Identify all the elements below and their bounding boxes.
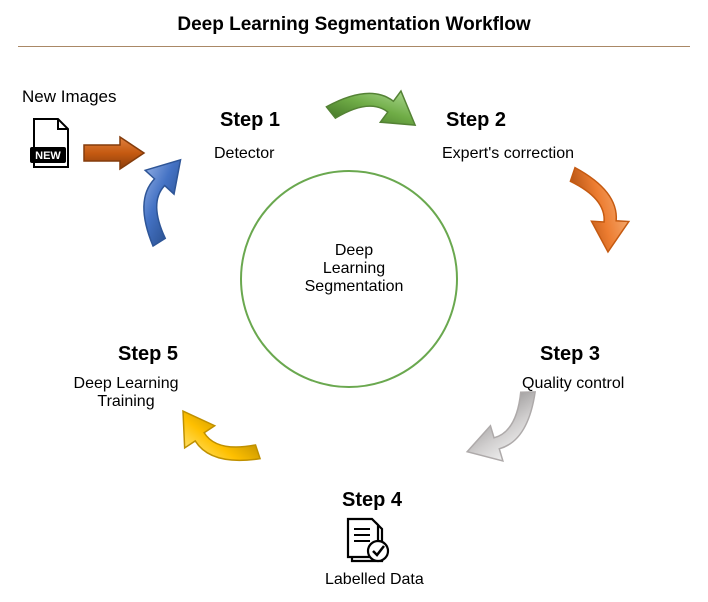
arrow-1-2-icon bbox=[315, 63, 430, 155]
step-5-sub: Deep Learning Training bbox=[66, 375, 186, 411]
step-1-head: Step 1 bbox=[220, 109, 280, 132]
new-badge-text: NEW bbox=[35, 150, 61, 162]
labelled-data-icon bbox=[346, 515, 388, 559]
input-arrow-icon bbox=[82, 133, 146, 173]
new-document-icon: NEW bbox=[30, 117, 72, 169]
step-5-sub-line1: Deep Learning bbox=[74, 375, 179, 392]
step-4-head: Step 4 bbox=[342, 489, 402, 512]
center-caption: Deep Learning Segmentation bbox=[294, 242, 414, 296]
step-1-sub: Detector bbox=[214, 145, 274, 163]
center-line-1: Deep bbox=[294, 242, 414, 260]
diagram-title: Deep Learning Segmentation Workflow bbox=[0, 0, 708, 36]
step-5-head: Step 5 bbox=[118, 343, 178, 366]
input-label: New Images bbox=[22, 87, 116, 107]
diagram-canvas: New Images NEW Deep Learning Segmentatio… bbox=[0, 47, 708, 597]
arrow-2-3-icon bbox=[554, 150, 642, 263]
step-2-head: Step 2 bbox=[446, 109, 506, 132]
step-2-sub: Expert's correction bbox=[442, 145, 574, 163]
step-4-sub: Labelled Data bbox=[325, 571, 424, 589]
step-5-sub-line2: Training bbox=[97, 393, 154, 410]
center-line-3: Segmentation bbox=[294, 278, 414, 296]
step-3-head: Step 3 bbox=[540, 343, 600, 366]
center-line-2: Learning bbox=[294, 260, 414, 278]
